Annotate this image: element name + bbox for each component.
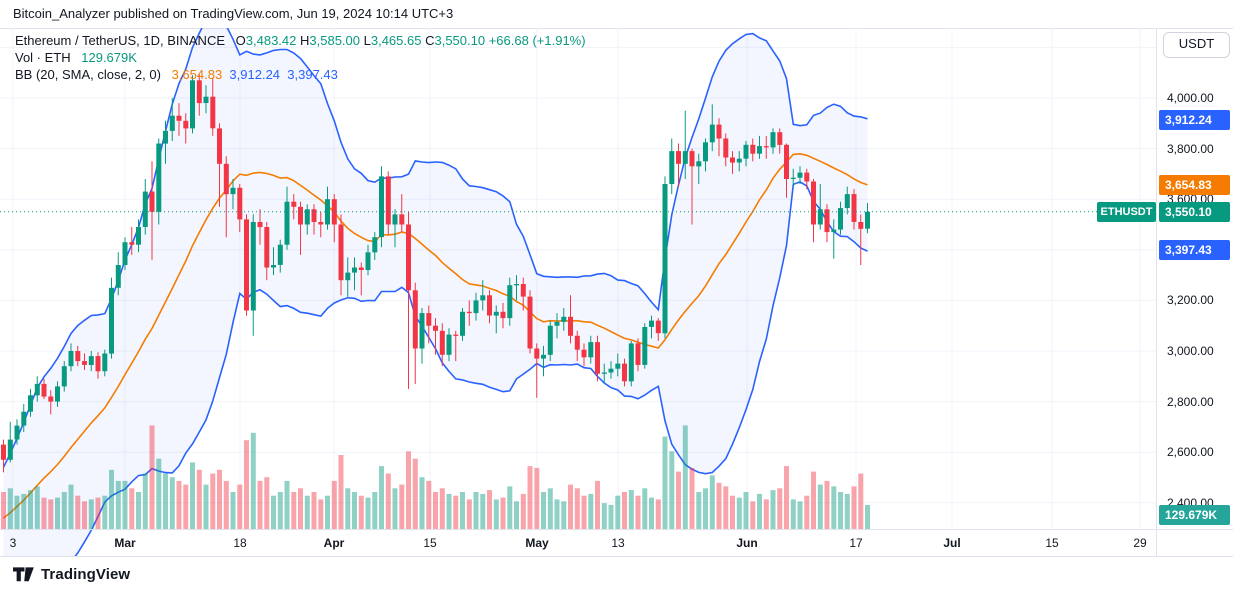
volume-label: Vol · ETH (15, 50, 71, 65)
price-tick: 3,800.00 (1167, 141, 1214, 156)
ohlc-close-label: C (425, 33, 435, 48)
bb-legend-row[interactable]: BB (20, SMA, close, 2, 0) 3,654.83 3,912… (15, 67, 586, 83)
volume-badge: 129.679K (1159, 505, 1230, 525)
price-chart[interactable] (0, 28, 1156, 556)
bb-label: BB (20, SMA, close, 2, 0) (15, 67, 161, 82)
bb-basis-badge: 3,654.83 (1159, 175, 1230, 196)
time-tick: May (525, 536, 549, 550)
bb-upper-badge: 3,912.24 (1159, 110, 1230, 131)
ohlc-open-value: 3,483.42 (245, 33, 297, 48)
ohlc-low-value: 3,465.65 (370, 33, 422, 48)
ohlc-low-label: L (363, 33, 371, 48)
time-tick: 15 (1045, 536, 1059, 550)
volume-legend-row[interactable]: Vol · ETH 129.679K (15, 50, 586, 66)
symbol-title: Ethereum / TetherUS, 1D, BINANCE (15, 33, 226, 48)
time-tick: 13 (611, 536, 625, 550)
bb-lower-badge: 3,397.43 (1159, 240, 1230, 261)
chart-legend: Ethereum / TetherUS, 1D, BINANCE O3,483.… (15, 33, 586, 84)
published-text: Bitcoin_Analyzer published on TradingVie… (13, 6, 454, 21)
ohlc-close-value: 3,550.10 (434, 33, 486, 48)
time-tick: Jul (943, 536, 961, 550)
chart-bottom-border (0, 556, 1233, 557)
price-tick: 3,000.00 (1167, 344, 1214, 358)
time-axis[interactable]: 3 Mar 18 Apr 15 May 13 Jun 17 Jul 15 29 (0, 530, 1233, 556)
published-bar: Bitcoin_Analyzer published on TradingVie… (0, 0, 1233, 29)
tradingview-logo-text: TradingView (41, 565, 131, 583)
time-tick: Apr (323, 536, 345, 550)
change-value: +66.68 (+1.91%) (488, 33, 586, 48)
last-price-badge: 3,550.10 (1159, 201, 1230, 222)
time-tick: Jun (736, 536, 758, 550)
price-tick: 2,600.00 (1167, 445, 1214, 460)
volume-bars (1, 425, 870, 530)
currency-toggle-button[interactable]: USDT (1163, 32, 1230, 58)
bb-basis-value: 3,654.83 (171, 67, 223, 82)
tradingview-logo-icon (13, 566, 34, 581)
ohlc-high-value: 3,585.00 (309, 33, 360, 48)
bollinger-bands (2, 28, 868, 556)
symbol-price-label: ETHUSDT (1097, 201, 1156, 222)
price-tick: 3,200.00 (1167, 293, 1214, 308)
time-tick: 15 (423, 536, 437, 550)
time-tick: 17 (849, 536, 863, 550)
volume-value: 129.679K (81, 50, 137, 65)
time-tick: Mar (114, 536, 136, 550)
price-tick: 4,000.00 (1167, 91, 1214, 105)
tradingview-footer[interactable]: TradingView (13, 563, 130, 585)
bb-lower-value: 3,397.43 (287, 67, 338, 82)
bb-upper-value: 3,912.24 (229, 67, 281, 82)
time-tick: 29 (1133, 536, 1147, 550)
ohlc-open-label: O (235, 33, 246, 48)
ohlc-high-label: H (300, 33, 310, 48)
symbol-legend-row[interactable]: Ethereum / TetherUS, 1D, BINANCE O3,483.… (15, 33, 586, 49)
price-axis[interactable]: 4,000.00 3,800.00 3,600.00 3,200.00 3,000.00… (1156, 28, 1233, 556)
time-axis-border (0, 529, 1233, 530)
time-tick: 3 (9, 536, 17, 550)
candles-layer (1, 74, 870, 473)
price-tick: 2,800.00 (1167, 394, 1214, 409)
time-tick: 18 (233, 536, 247, 550)
